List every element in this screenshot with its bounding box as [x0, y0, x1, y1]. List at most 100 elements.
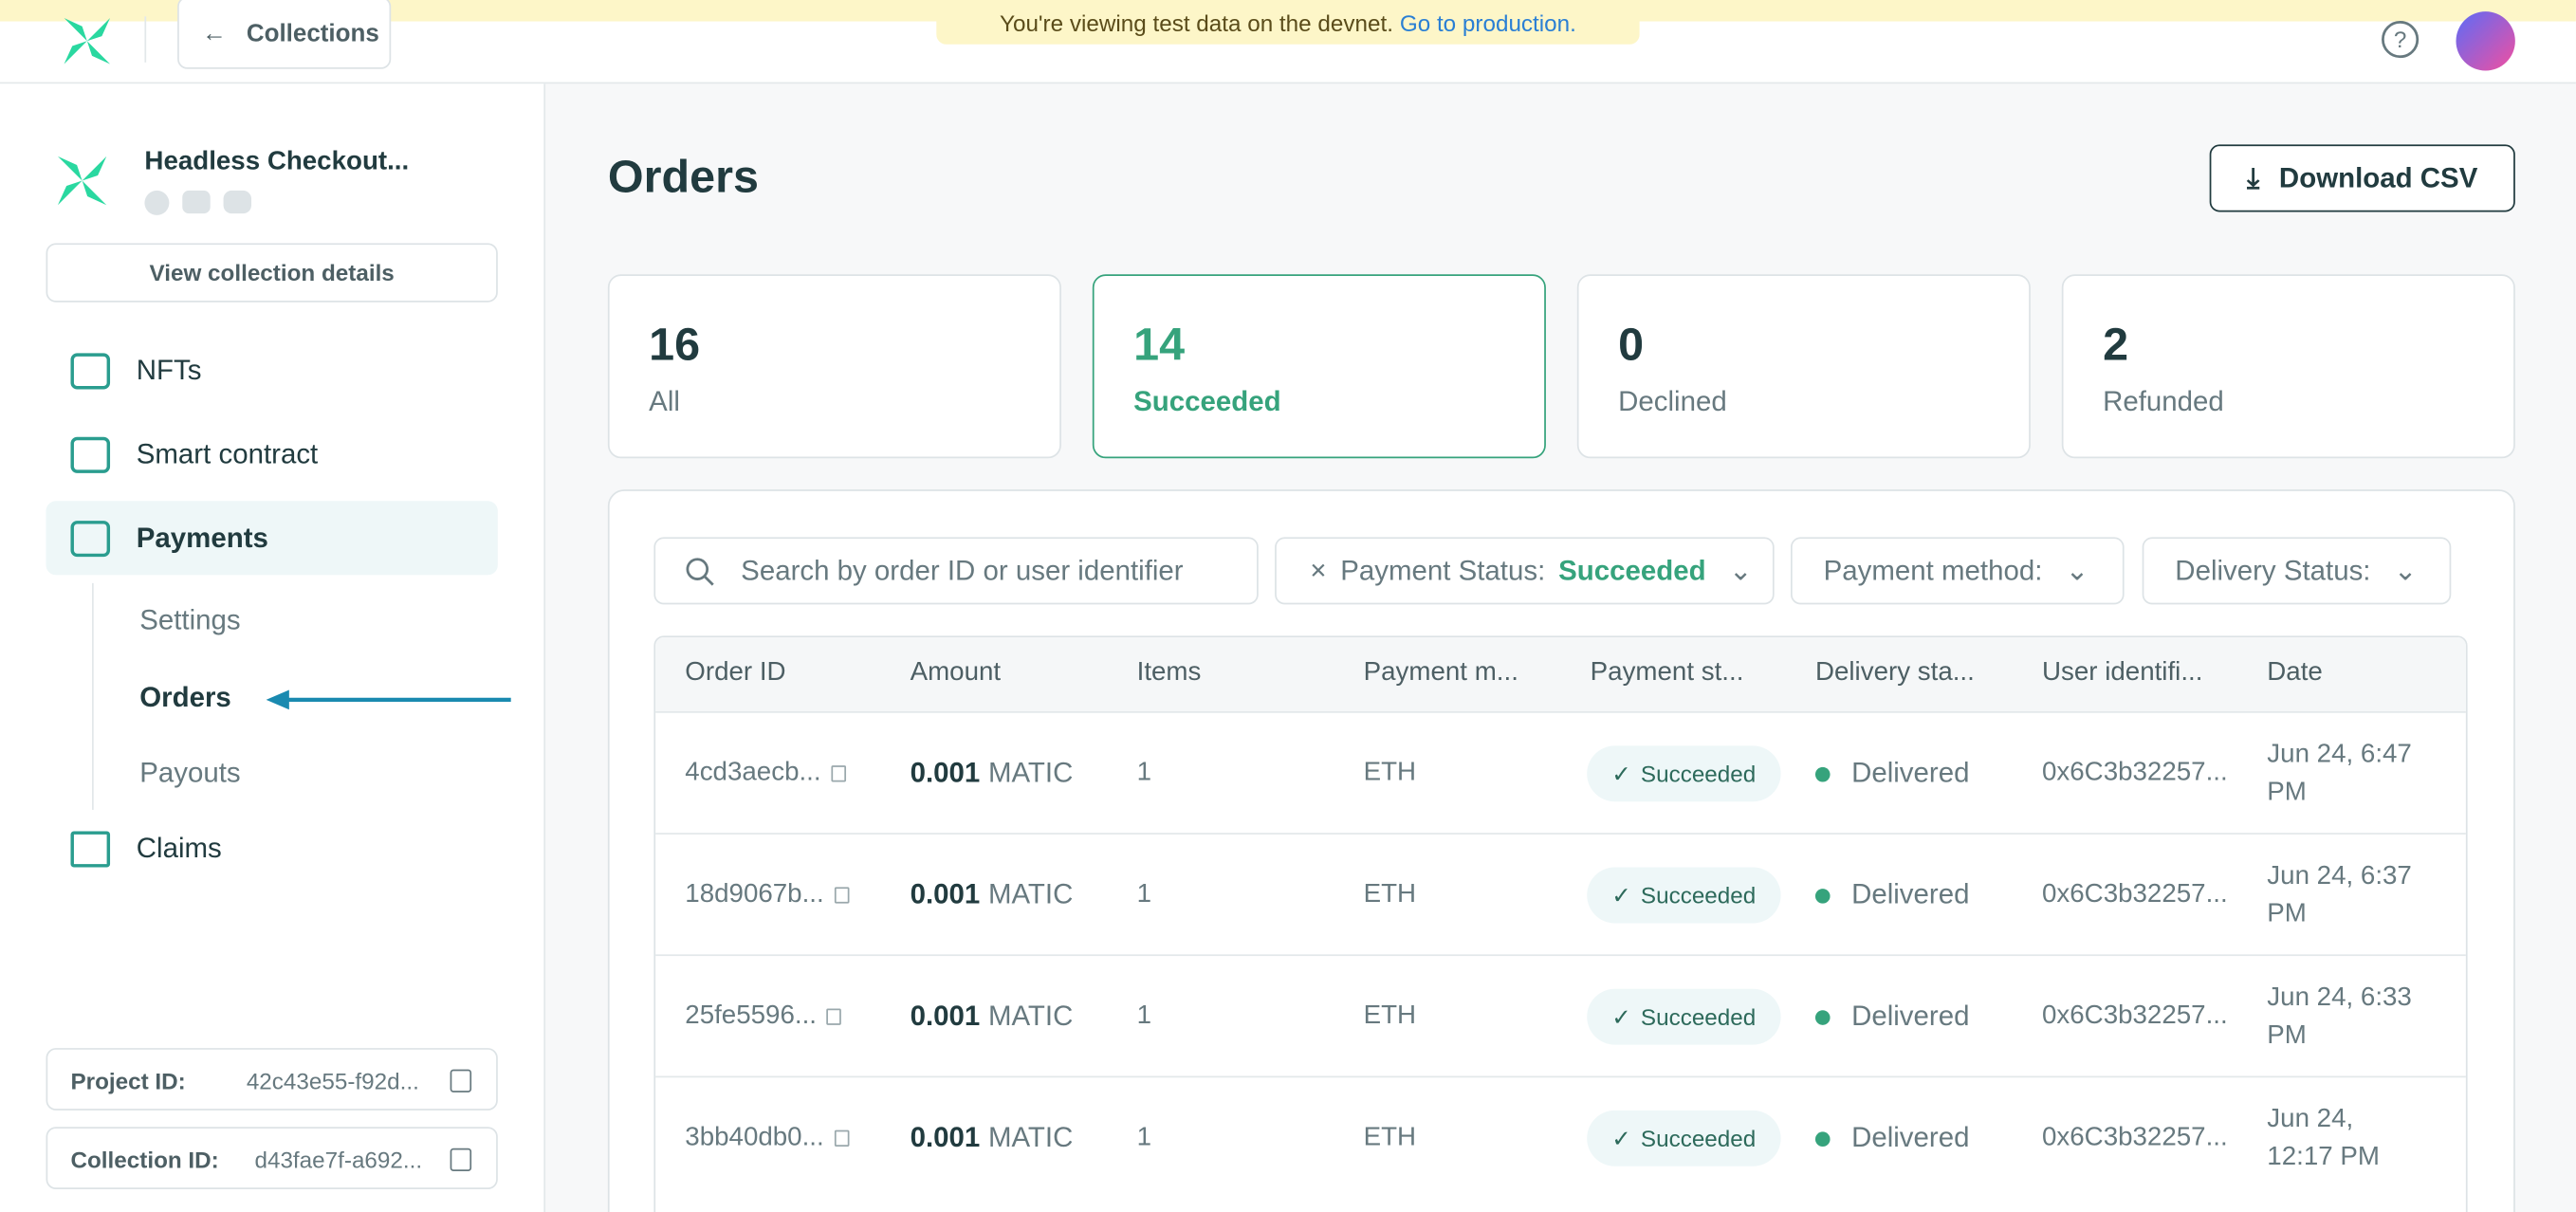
copy-icon[interactable]	[830, 765, 846, 782]
id-value: 42c43e55-f92d...	[246, 1067, 419, 1094]
column-header[interactable]: Payment m...	[1363, 658, 1518, 688]
back-button[interactable]: ← Collections	[177, 0, 392, 69]
table-row[interactable]: 3bb40db0... 0.001 MATIC 1 ETH 0x6C3b32257... ✓…	[655, 1075, 2466, 1200]
amount-unit: MATIC	[987, 1000, 1074, 1032]
order-id: 3bb40db0...	[685, 1077, 849, 1199]
user: 0x6C3b32257...	[2042, 1001, 2228, 1031]
banner: You're viewing test data on the devnet. …	[936, 0, 1640, 45]
column-header[interactable]: Delivery sta...	[1814, 658, 1975, 688]
copy-icon[interactable]	[450, 1148, 472, 1171]
delivery-text: Delivered	[1851, 1000, 1970, 1032]
copy-icon[interactable]	[834, 887, 849, 904]
order-id: 4cd3aecb...	[685, 713, 846, 835]
nav-item[interactable]: Claims	[136, 833, 222, 865]
svg-text:?: ?	[2394, 28, 2406, 53]
stat-card[interactable]: 14 Succeeded	[1092, 274, 1546, 459]
column-header[interactable]: Date	[2267, 658, 2323, 688]
column-header[interactable]: Payment st...	[1590, 658, 1744, 688]
column-header[interactable]: Amount	[910, 658, 1002, 688]
id-box: Project ID: 42c43e55-f92d...	[46, 1048, 498, 1111]
filter[interactable]: Delivery Status: ⌄	[2142, 537, 2452, 605]
items: 1	[1136, 759, 1152, 787]
filter-label: Delivery Status:	[2175, 554, 2371, 586]
clear-icon[interactable]: ✕	[1309, 558, 1328, 583]
copy-icon[interactable]	[450, 1069, 472, 1093]
search-box[interactable]: Search by order ID or user identifier	[653, 537, 1259, 605]
nav-icon	[70, 831, 111, 868]
amount-value: 0.001	[910, 1122, 981, 1153]
view-details-button[interactable]: View collection details	[46, 243, 498, 303]
nav-item[interactable]: Smart contract	[136, 438, 319, 470]
stat-count: 0	[1618, 319, 1645, 370]
arrow-icon: ←	[202, 18, 228, 47]
stat-card[interactable]: 2 Refunded	[2061, 274, 2515, 459]
check-icon: ✓	[1611, 1124, 1631, 1151]
stat-card[interactable]: 16 All	[607, 274, 1061, 459]
table-header	[655, 637, 2466, 711]
id-label: Collection ID:	[70, 1147, 219, 1173]
table-row[interactable]: 25fe5596... 0.001 MATIC 1 ETH 0x6C3b32257... ✓…	[655, 954, 2466, 1077]
collection-logo	[57, 156, 107, 206]
column-header[interactable]: Order ID	[685, 658, 786, 688]
copy-icon[interactable]	[826, 1008, 841, 1025]
chevron: ⌄	[1728, 554, 1753, 586]
active-nav-bg	[46, 501, 498, 576]
nav-item[interactable]: NFTs	[136, 355, 202, 387]
download-label: Download CSV	[2278, 161, 2478, 193]
order-id-text: 3bb40db0...	[685, 1123, 824, 1152]
column-header[interactable]: Items	[1136, 658, 1202, 688]
items: 1	[1136, 1001, 1152, 1031]
nav-item[interactable]: Payments	[136, 522, 268, 554]
amount-unit: MATIC	[987, 1122, 1074, 1153]
amount: 0.001 MATIC	[911, 713, 1074, 835]
search-placeholder: Search by order ID or user identifier	[741, 554, 1184, 586]
stat-label: Succeeded	[1133, 386, 1281, 417]
social-icons	[144, 190, 252, 215]
stat-label: Declined	[1618, 386, 1727, 417]
production-link[interactable]: Go to production.	[1399, 9, 1576, 36]
delivery: Delivered	[1814, 713, 1970, 835]
stat-card[interactable]: 0 Declined	[1576, 274, 2031, 459]
page-title: Orders	[607, 151, 759, 203]
amount: 0.001 MATIC	[911, 1077, 1074, 1199]
help-icon[interactable]: ?	[2381, 20, 2420, 60]
subnav-item[interactable]: Settings	[139, 604, 241, 636]
chevron: ⌄	[2393, 554, 2418, 586]
delivery-text: Delivered	[1851, 757, 1970, 789]
nav-icon	[70, 436, 111, 473]
order-id-text: 25fe5596...	[685, 1001, 817, 1031]
amount-unit: MATIC	[987, 878, 1074, 910]
filter-label: Payment Status:	[1340, 554, 1546, 586]
divider	[144, 16, 147, 63]
filter[interactable]: ✕ Payment Status: Succeeded ⌄	[1275, 537, 1775, 605]
subnav-item[interactable]: Payouts	[139, 757, 241, 789]
delivery-text: Delivered	[1851, 878, 1970, 910]
order-id: 18d9067b...	[685, 835, 849, 956]
date: Jun 24, 12:17 PM	[2267, 1105, 2380, 1171]
search-icon	[686, 557, 714, 585]
column-header[interactable]: User identifi...	[2042, 658, 2203, 688]
user: 0x6C3b32257...	[2042, 880, 2228, 909]
discord-icon[interactable]	[223, 190, 252, 214]
date: Jun 24, 6:33 PM	[2267, 983, 2412, 1050]
user: 0x6C3b32257...	[2042, 759, 2228, 787]
check-icon: ✓	[1611, 1002, 1631, 1030]
filter[interactable]: Payment method: ⌄	[1790, 537, 2125, 605]
date: Jun 24, 6:37 PM	[2267, 862, 2412, 928]
back-label: Collections	[246, 18, 379, 47]
status-badge: ✓ Succeeded	[1587, 1110, 1781, 1166]
table-row[interactable]: 4cd3aecb... 0.001 MATIC 1 ETH 0x6C3b32257... ✓…	[655, 710, 2466, 835]
method: ETH	[1363, 1001, 1417, 1031]
web-icon[interactable]	[144, 190, 170, 215]
table-row[interactable]: 18d9067b... 0.001 MATIC 1 ETH 0x6C3b32257... ✓…	[655, 833, 2466, 956]
download-button[interactable]: ⤓ Download CSV	[2209, 144, 2515, 212]
id-label: Project ID:	[70, 1067, 186, 1094]
amount-value: 0.001	[910, 1000, 981, 1032]
subnav-item[interactable]: Orders	[139, 681, 231, 713]
twitter-icon[interactable]	[182, 190, 211, 214]
chevron: ⌄	[2065, 554, 2089, 586]
filter-label: Payment method:	[1823, 554, 2043, 586]
copy-icon[interactable]	[834, 1129, 849, 1148]
avatar[interactable]	[2455, 9, 2517, 72]
status-dot	[1814, 1009, 1831, 1024]
